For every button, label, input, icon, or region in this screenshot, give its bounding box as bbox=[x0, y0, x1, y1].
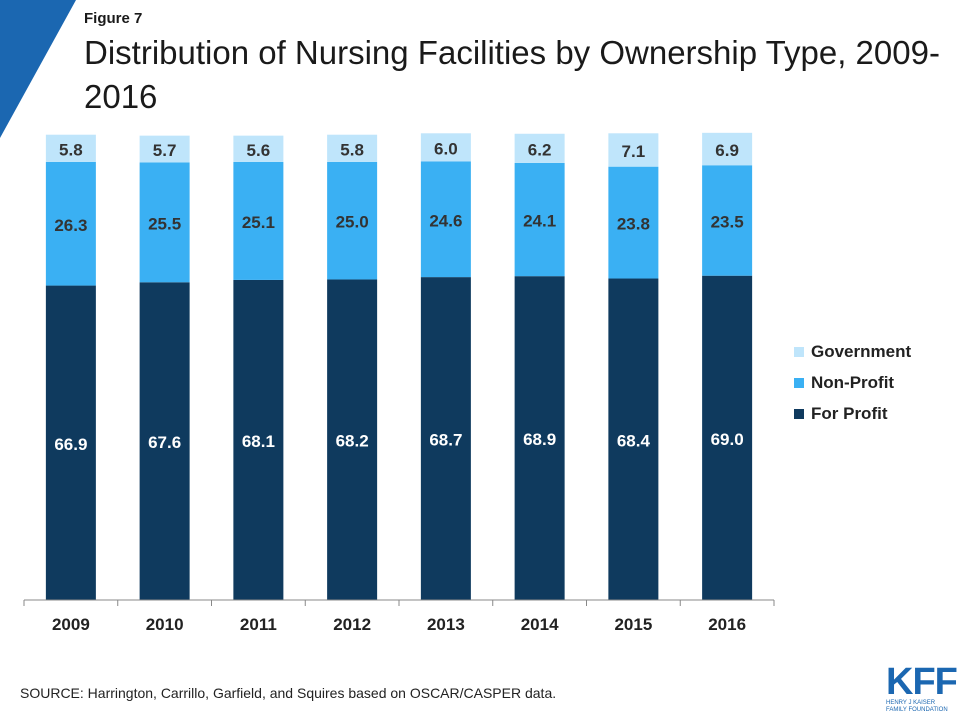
x-tick-label-2011: 2011 bbox=[240, 615, 277, 634]
x-tick-label-2010: 2010 bbox=[146, 615, 184, 634]
bar-non-profit-2013 bbox=[420, 161, 471, 278]
data-label-non-profit-2011: 25.1 bbox=[242, 213, 275, 232]
bar-for-profit-2013 bbox=[420, 277, 471, 600]
figure-label: Figure 7 bbox=[84, 10, 143, 27]
data-label-government-2012: 5.8 bbox=[340, 140, 364, 159]
data-label-for-profit-2016: 69.0 bbox=[711, 430, 744, 449]
bar-non-profit-2011 bbox=[233, 161, 284, 280]
legend-label-for-profit: For Profit bbox=[811, 403, 888, 423]
bar-for-profit-2016 bbox=[702, 275, 753, 600]
data-label-government-2015: 7.1 bbox=[622, 142, 646, 161]
legend-item-non-profit: Non-Profit bbox=[794, 367, 911, 398]
legend-item-for-profit: For Profit bbox=[794, 398, 911, 429]
bar-non-profit-2016 bbox=[702, 165, 753, 276]
bar-government-2016 bbox=[702, 132, 753, 166]
x-tick-label-2016: 2016 bbox=[708, 615, 746, 634]
data-label-non-profit-2013: 24.6 bbox=[429, 211, 462, 230]
legend-swatch-non-profit bbox=[794, 377, 804, 388]
data-label-for-profit-2015: 68.4 bbox=[617, 431, 651, 450]
stacked-bar-chart: 66.9 26.3 5.8 2009 67.6 25.5 5.7 2010 68.1 25.1 5.… bbox=[23, 132, 775, 634]
bar-non-profit-2009 bbox=[45, 161, 96, 286]
data-label-non-profit-2015: 23.8 bbox=[617, 215, 650, 234]
data-label-government-2014: 6.2 bbox=[528, 140, 552, 159]
logo-mark: KFF bbox=[886, 661, 958, 703]
x-tick-label-2014: 2014 bbox=[521, 615, 559, 634]
legend-swatch-government bbox=[794, 346, 804, 357]
data-label-for-profit-2009: 66.9 bbox=[54, 435, 87, 454]
x-tick-label-2015: 2015 bbox=[614, 615, 652, 634]
bar-government-2015 bbox=[608, 133, 659, 167]
bar-non-profit-2012 bbox=[327, 161, 378, 280]
bar-non-profit-2015 bbox=[608, 166, 659, 279]
data-label-for-profit-2012: 68.2 bbox=[336, 432, 369, 451]
bar-for-profit-2009 bbox=[45, 285, 96, 600]
logo-line-2: FAMILY FOUNDATION bbox=[886, 707, 948, 713]
bar-non-profit-2010 bbox=[139, 162, 190, 283]
bar-non-profit-2014 bbox=[514, 162, 565, 277]
logo-line-1: HENRY J KAISER bbox=[886, 700, 936, 706]
x-tick-label-2013: 2013 bbox=[427, 615, 465, 634]
legend-swatch-for-profit bbox=[794, 408, 804, 419]
data-label-government-2011: 5.6 bbox=[247, 141, 271, 160]
data-label-non-profit-2012: 25.0 bbox=[336, 213, 369, 232]
x-tick-label-2012: 2012 bbox=[333, 615, 371, 634]
data-label-for-profit-2011: 68.1 bbox=[242, 432, 275, 451]
bar-for-profit-2010 bbox=[139, 282, 190, 600]
bar-government-2012 bbox=[327, 134, 378, 162]
bar-government-2010 bbox=[139, 135, 190, 163]
legend-item-government: Government bbox=[794, 336, 911, 367]
source-note: SOURCE: Harrington, Carrillo, Garfield, … bbox=[20, 685, 557, 701]
data-label-non-profit-2010: 25.5 bbox=[148, 214, 181, 233]
bar-government-2011 bbox=[233, 135, 284, 162]
bar-for-profit-2011 bbox=[233, 279, 284, 600]
data-label-for-profit-2010: 67.6 bbox=[148, 433, 181, 452]
chart-legend: Government Non-Profit For Profit bbox=[794, 336, 911, 429]
bar-for-profit-2014 bbox=[514, 276, 565, 600]
data-label-for-profit-2014: 68.9 bbox=[523, 430, 556, 449]
data-label-government-2010: 5.7 bbox=[153, 141, 177, 160]
bar-for-profit-2012 bbox=[327, 279, 378, 600]
data-label-non-profit-2016: 23.5 bbox=[711, 212, 744, 231]
data-label-government-2016: 6.9 bbox=[715, 141, 739, 160]
bar-government-2009 bbox=[45, 134, 96, 162]
bar-government-2014 bbox=[514, 133, 565, 163]
x-tick-label-2009: 2009 bbox=[52, 615, 90, 634]
legend-label-government: Government bbox=[811, 341, 912, 361]
bar-for-profit-2015 bbox=[608, 278, 659, 600]
bar-government-2013 bbox=[420, 133, 471, 162]
chart-title: Distribution of Nursing Facilities by Ow… bbox=[84, 34, 940, 115]
corner-accent-shape bbox=[0, 0, 76, 138]
data-label-non-profit-2014: 24.1 bbox=[523, 212, 556, 231]
data-label-government-2013: 6.0 bbox=[434, 139, 458, 158]
legend-label-non-profit: Non-Profit bbox=[811, 372, 895, 392]
data-label-government-2009: 5.8 bbox=[59, 140, 83, 159]
data-label-non-profit-2009: 26.3 bbox=[54, 216, 87, 235]
kff-logo: KFF HENRY J KAISER FAMILY FOUNDATION bbox=[886, 661, 958, 714]
data-label-for-profit-2013: 68.7 bbox=[429, 431, 462, 450]
